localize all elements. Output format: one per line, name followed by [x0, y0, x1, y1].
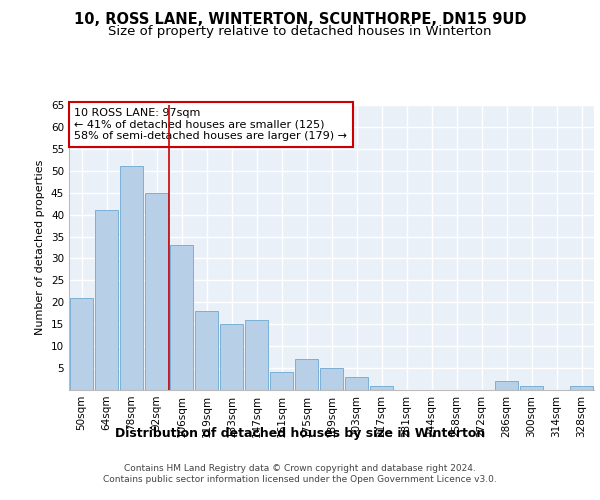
Text: 10, ROSS LANE, WINTERTON, SCUNTHORPE, DN15 9UD: 10, ROSS LANE, WINTERTON, SCUNTHORPE, DN… — [74, 12, 526, 28]
Bar — [295, 360, 319, 390]
Bar — [220, 324, 244, 390]
Bar — [170, 246, 193, 390]
Text: Contains public sector information licensed under the Open Government Licence v3: Contains public sector information licen… — [103, 475, 497, 484]
Text: Contains HM Land Registry data © Crown copyright and database right 2024.: Contains HM Land Registry data © Crown c… — [124, 464, 476, 473]
Text: Distribution of detached houses by size in Winterton: Distribution of detached houses by size … — [115, 428, 485, 440]
Bar — [245, 320, 268, 390]
Bar — [520, 386, 544, 390]
Bar — [494, 381, 518, 390]
Bar — [95, 210, 118, 390]
Text: Size of property relative to detached houses in Winterton: Size of property relative to detached ho… — [108, 25, 492, 38]
Bar — [145, 192, 169, 390]
Bar — [320, 368, 343, 390]
Bar — [569, 386, 593, 390]
Bar — [194, 311, 218, 390]
Bar — [119, 166, 143, 390]
Bar — [70, 298, 94, 390]
Bar — [344, 377, 368, 390]
Y-axis label: Number of detached properties: Number of detached properties — [35, 160, 46, 335]
Text: 10 ROSS LANE: 97sqm
← 41% of detached houses are smaller (125)
58% of semi-detac: 10 ROSS LANE: 97sqm ← 41% of detached ho… — [74, 108, 347, 141]
Bar — [269, 372, 293, 390]
Bar — [370, 386, 394, 390]
